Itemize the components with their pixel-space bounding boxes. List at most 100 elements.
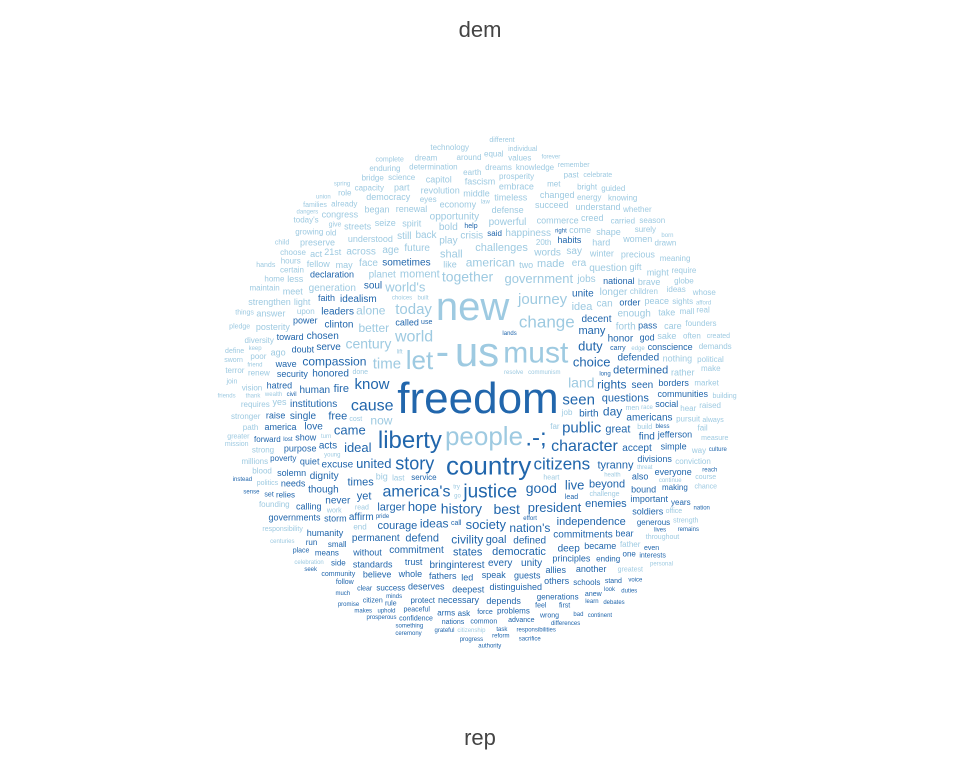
word-task-rep: task [496, 627, 508, 633]
word-though-rep: though [308, 485, 339, 496]
word-lift-dem: lift [397, 350, 403, 356]
word-afford-dem: afford [696, 300, 711, 306]
word-ceremony-rep: ceremony [395, 631, 421, 637]
word-celebrate-dem: celebrate [583, 172, 612, 179]
word-reform-rep: reform [492, 633, 509, 639]
word-bright-dem: bright [577, 183, 598, 192]
word-less-dem: less [287, 274, 304, 284]
word-personal-dem: personal [650, 562, 673, 568]
word-purpose-rep: purpose [284, 444, 317, 454]
word-standards-rep: standards [353, 560, 393, 570]
word-justice-rep: justice [462, 482, 517, 503]
word-communism-dem: communism [528, 370, 560, 376]
word-peaceful-rep: peaceful [403, 606, 430, 613]
word-conviction-dem: conviction [675, 457, 711, 466]
word-clinton-rep: clinton [325, 319, 354, 330]
word-needs-rep: needs [281, 478, 306, 488]
word-raise-rep: raise [266, 411, 286, 421]
word-bold-dem: bold [439, 222, 458, 233]
word-technology-dem: technology [430, 143, 469, 152]
word-economy-dem: economy [440, 199, 477, 209]
word-shape-dem: shape [596, 227, 621, 237]
word-bridge-dem: bridge [362, 173, 385, 182]
word-allies-rep: allies [546, 565, 567, 575]
word-principles-rep: principles [552, 554, 591, 564]
word-role-dem: role [338, 189, 352, 198]
word-drawn-dem: drawn [655, 238, 677, 247]
word-culture-rep: culture [709, 447, 728, 453]
word-now-dem: now [370, 413, 392, 427]
word-interests-rep: interests [639, 553, 666, 560]
word-also-rep: also [632, 472, 649, 482]
word-congress-dem: congress [322, 210, 359, 220]
word-remember-dem: remember [558, 162, 591, 169]
word-time-dem: time [373, 355, 401, 372]
word-deepest-rep: deepest [452, 585, 485, 595]
word-security-rep: security [277, 369, 309, 379]
word-guests-rep: guests [514, 571, 541, 581]
word-permanent-rep: permanent [352, 533, 400, 544]
word-serve-rep: serve [316, 342, 341, 353]
word-forth-dem: forth [616, 322, 636, 333]
word-make-dem: make [701, 364, 721, 373]
word-energy-dem: energy [577, 193, 601, 202]
word-answer-dem: answer [256, 309, 285, 319]
word-became-rep: became [584, 541, 616, 551]
word-determined-rep: determined [613, 364, 668, 376]
word-enemies-rep: enemies [585, 498, 627, 510]
word-preserve-dem: preserve [300, 238, 335, 248]
word-upon-dem: upon [297, 307, 315, 316]
word-pride-rep: pride [376, 514, 390, 520]
word-generation-dem: generation [309, 283, 356, 294]
word-might-dem: might [647, 267, 670, 277]
word-growing-dem: growing [295, 228, 323, 237]
word-throughout-dem: throughout [646, 534, 680, 541]
word-can-dem: can [597, 298, 613, 309]
word-politics-dem: politics [257, 480, 279, 487]
word-science-dem: science [388, 173, 416, 182]
word-men-dem: men [625, 405, 639, 412]
word-quiet-rep: quiet [300, 457, 320, 467]
word-face-dem: face [359, 258, 378, 269]
word-progress-rep: progress [460, 637, 483, 643]
word-know-rep: know [354, 376, 389, 393]
word-sacrifice-rep: sacrifice [519, 636, 542, 642]
word-era-dem: era [572, 258, 587, 269]
word-even-rep: even [644, 545, 659, 552]
word-duty-rep: duty [578, 338, 603, 353]
word-defined-rep: defined [513, 535, 546, 546]
word-acts-rep: acts [319, 440, 337, 451]
word-families-dem: families [303, 202, 327, 209]
word-promise-rep: promise [338, 602, 360, 608]
word-guided-dem: guided [601, 184, 625, 193]
word-sworn-dem: sworn [224, 357, 243, 364]
word-meaning-dem: meaning [660, 254, 691, 263]
word-enduring-dem: enduring [369, 164, 400, 173]
word-big-dem: big [376, 472, 388, 482]
word-maintain-dem: maintain [249, 283, 279, 292]
word-crisis-dem: crisis [460, 230, 483, 241]
word-forward-rep: forward [254, 435, 281, 444]
word-try-dem: try [453, 485, 460, 491]
word-national-rep: national [603, 276, 635, 286]
word-eyes-dem: eyes [420, 195, 437, 204]
word-turn-dem: turn [321, 434, 331, 440]
word-soldiers-rep: soldiers [632, 507, 664, 517]
word-may-dem: may [336, 260, 354, 270]
word-together-dem: together [442, 269, 494, 285]
word-something-rep: something [396, 623, 424, 629]
word-advance-rep: advance [508, 617, 535, 624]
word-often-dem: often [683, 331, 701, 340]
word-instead-rep: instead [233, 477, 252, 483]
word-measure-dem: measure [701, 435, 728, 442]
word-defend-rep: defend [405, 533, 439, 545]
word-child-dem: child [275, 239, 290, 246]
word-wave-rep: wave [275, 359, 297, 369]
word-young-dem: young [324, 452, 340, 458]
word-cause-rep: cause [351, 397, 394, 414]
word-millions-dem: millions [241, 457, 268, 466]
word-day-rep: day [603, 404, 622, 418]
word-lands-rep: lands [502, 331, 516, 337]
word-market-dem: market [694, 379, 719, 388]
word-union-dem: union [316, 194, 331, 200]
